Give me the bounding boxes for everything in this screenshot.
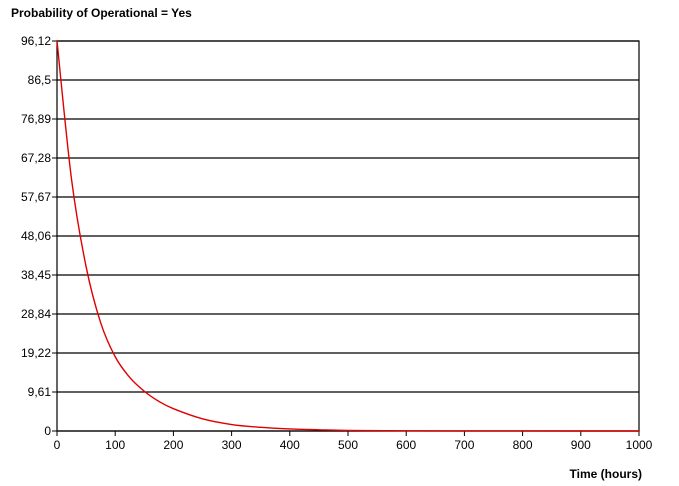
x-tick-label: 0	[54, 438, 61, 452]
y-tick-label: 19,22	[21, 346, 51, 360]
x-tick-label: 100	[105, 438, 125, 452]
y-tick-label: 96,12	[21, 34, 51, 48]
x-tick-label: 600	[396, 438, 416, 452]
x-tick-label: 500	[338, 438, 358, 452]
y-tick-label: 0	[44, 424, 51, 438]
y-tick-label: 38,45	[21, 268, 51, 282]
y-tick-label: 9,61	[28, 385, 52, 399]
x-tick-label: 700	[454, 438, 474, 452]
x-tick-label: 800	[513, 438, 533, 452]
y-tick-label: 67,28	[21, 151, 51, 165]
x-tick-label: 200	[163, 438, 183, 452]
chart-title: Probability of Operational = Yes	[11, 6, 192, 20]
x-tick-label: 400	[280, 438, 300, 452]
y-tick-label: 57,67	[21, 190, 51, 204]
y-tick-label: 76,89	[21, 112, 51, 126]
x-tick-label: 900	[571, 438, 591, 452]
x-axis-label: Time (hours)	[570, 467, 642, 481]
x-tick-label: 1000	[626, 438, 653, 452]
series-line	[56, 40, 640, 432]
y-tick-label: 86,5	[28, 73, 52, 87]
x-tick-label: 300	[222, 438, 242, 452]
y-tick-label: 28,84	[21, 307, 51, 321]
y-tick-label: 48,06	[21, 229, 51, 243]
